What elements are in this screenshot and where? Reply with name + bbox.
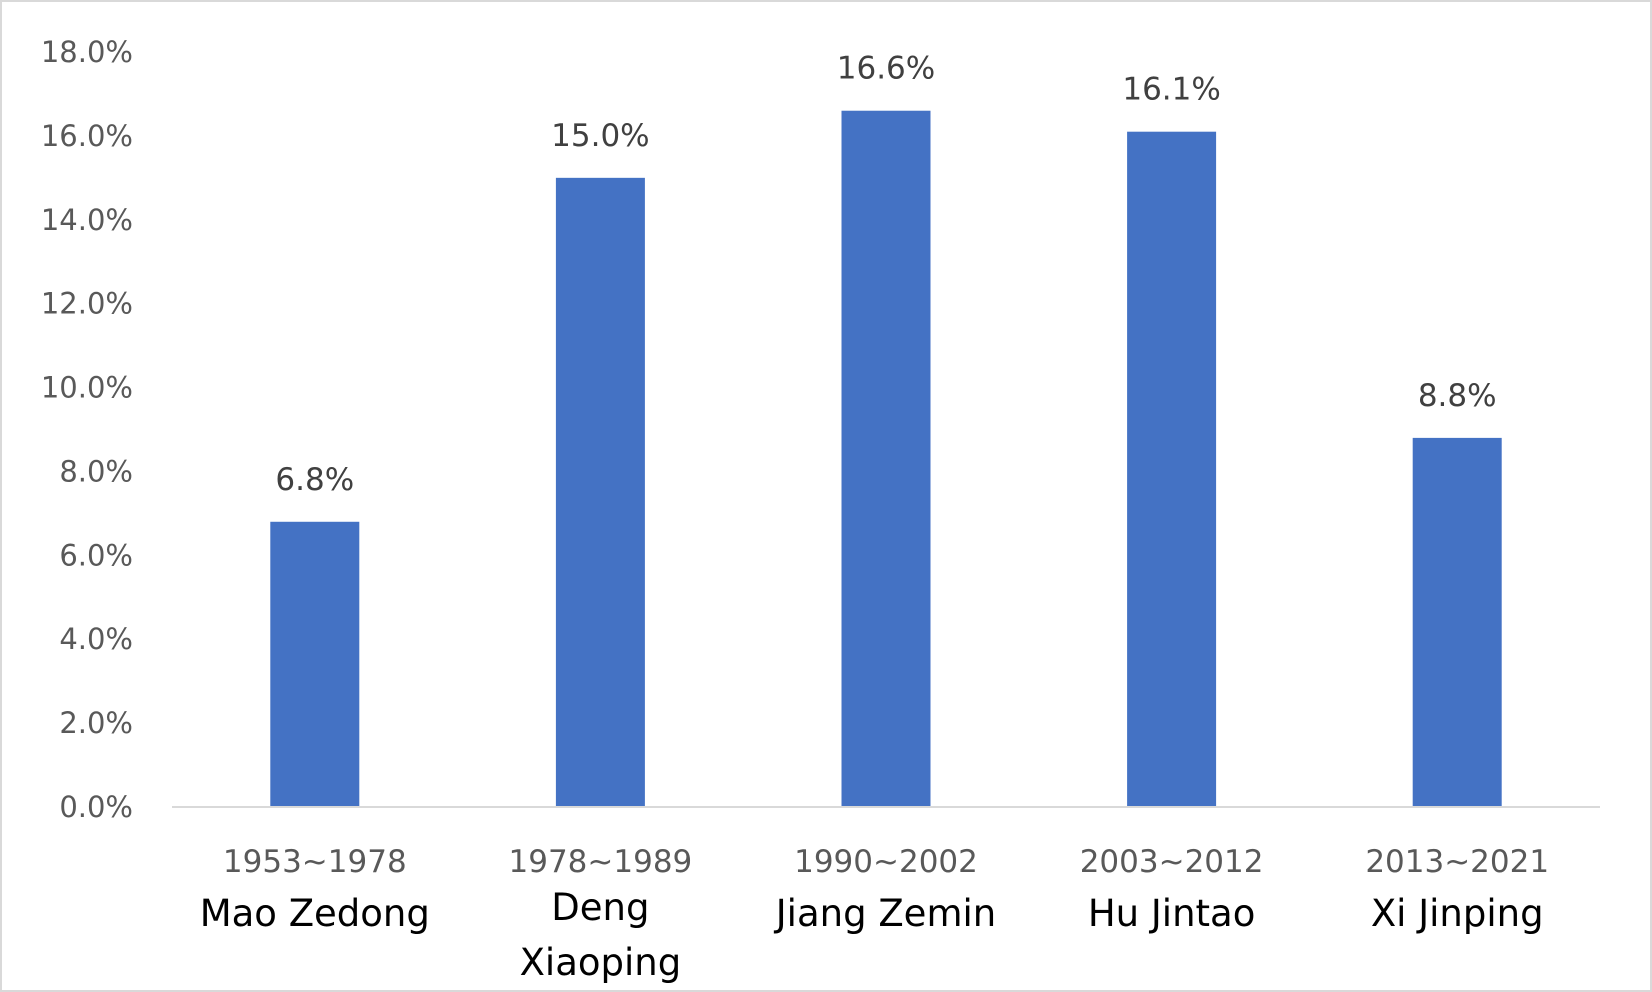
x-tick-period-label: 2003~2012 (1080, 844, 1264, 880)
y-tick-label: 6.0% (59, 538, 133, 572)
y-tick-label: 8.0% (59, 454, 133, 488)
y-tick-label: 0.0% (59, 790, 133, 824)
x-tick-period-label: 1978~1989 (509, 844, 693, 880)
data-label: 15.0% (551, 118, 649, 154)
y-tick-label: 10.0% (41, 371, 133, 405)
data-label: 8.8% (1418, 378, 1497, 414)
y-axis: 0.0% 2.0% 4.0% 6.0% 8.0% 10.0% 12.0% 14.0% 16.0%… (41, 35, 133, 824)
bar (1412, 437, 1502, 807)
x-tick-leader-label: Xiaoping (520, 941, 682, 984)
x-tick-period-label: 1953~1978 (223, 844, 407, 880)
y-tick-label: 12.0% (41, 287, 133, 321)
y-tick-label: 18.0% (41, 35, 133, 69)
data-label: 16.1% (1122, 72, 1220, 108)
x-tick-period-label: 2013~2021 (1365, 844, 1549, 880)
y-tick-label: 4.0% (59, 622, 133, 656)
x-tick-leader-label: Hu Jintao (1088, 892, 1256, 935)
x-tick-period-label: 1990~2002 (794, 844, 978, 880)
bar (555, 177, 645, 808)
x-tick-leader-label: Deng (551, 886, 649, 929)
x-tick-leader-label: Xi Jinping (1371, 892, 1544, 935)
y-tick-label: 16.0% (41, 119, 133, 153)
data-labels: 6.8% 15.0% 16.6% 16.1% 8.8% (275, 51, 1496, 498)
x-axis: 1953~1978 Mao Zedong 1978~1989 Deng Xiaoping… (172, 806, 1600, 984)
bars (270, 110, 1502, 808)
data-label: 16.6% (837, 51, 935, 87)
bar (270, 521, 360, 807)
y-tick-label: 14.0% (41, 203, 133, 237)
bar (841, 110, 931, 807)
data-label: 6.8% (275, 462, 354, 498)
x-tick-leader-label: Jiang Zemin (774, 892, 996, 935)
x-tick-leader-label: Mao Zedong (200, 892, 430, 935)
bar (1127, 131, 1217, 807)
y-tick-label: 2.0% (59, 706, 133, 740)
